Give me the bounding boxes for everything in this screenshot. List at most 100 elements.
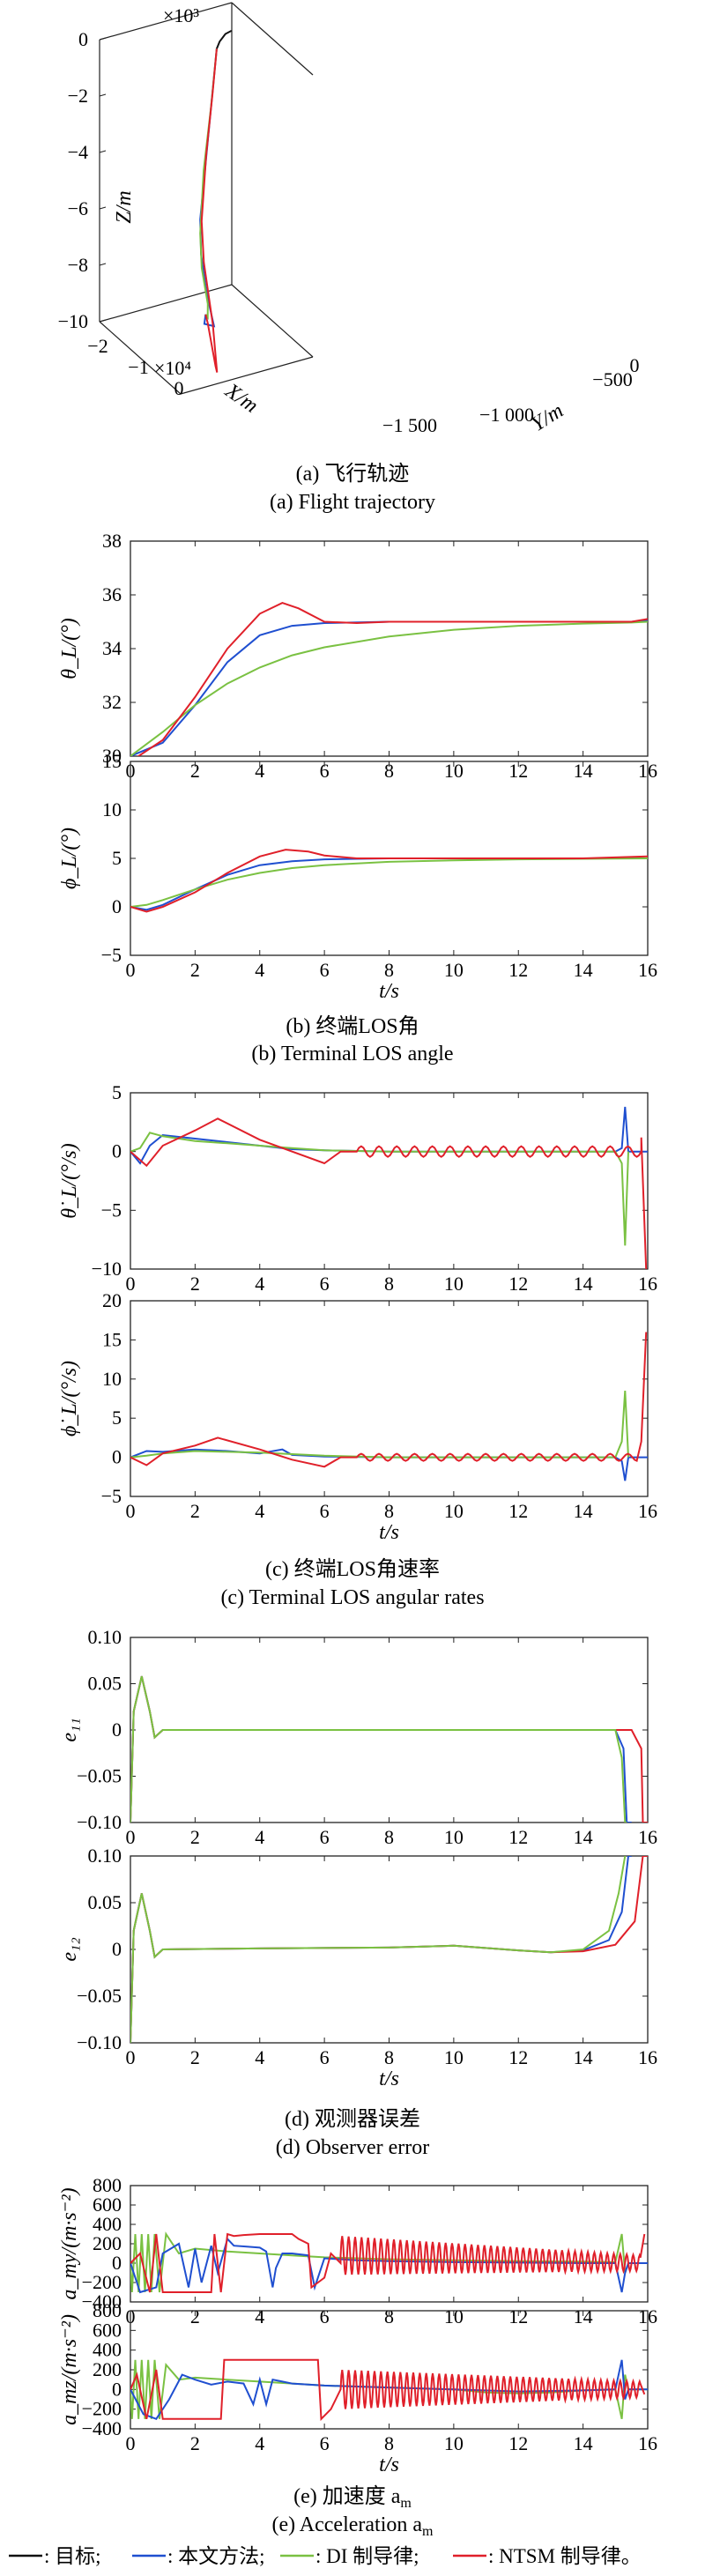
x-tick-label: 4 [255, 2432, 264, 2454]
x-tick-label: 16 [638, 1500, 657, 1522]
x-tick-label: 2 [190, 760, 200, 782]
x-tick-label: 12 [508, 1826, 528, 1848]
y-tick-label: 5 [112, 1081, 122, 1103]
x-tick-label: 8 [384, 2046, 394, 2068]
x-axis-label: t/s [379, 1521, 399, 1544]
y-tick-label: 15 [102, 750, 122, 772]
legend-di-label: : DI 制导律; [315, 2545, 419, 2567]
x-tick-label: 4 [255, 1826, 264, 1848]
a_my-di-line [130, 2231, 648, 2293]
x-tick-label: 8 [384, 2305, 394, 2327]
z-tick-labels: 0 −2 −4 −6 −8 −10 [58, 28, 88, 332]
box-edge [231, 2, 314, 76]
x-tick-label: 8 [384, 1273, 394, 1295]
caption-d-en: (d) Observer error [276, 2136, 430, 2159]
phi_L_dot-di-line [130, 1391, 629, 1459]
y-tick-label: 10 [102, 798, 122, 820]
trajectory-target-line [215, 30, 233, 49]
series-group [130, 1856, 648, 2043]
theta_L-ntsm-line [137, 602, 648, 756]
theta_L-proposed-line [130, 620, 648, 756]
e11-proposed-line [130, 1675, 632, 1823]
x-tick-label: 6 [320, 2046, 330, 2068]
y-tick-label: 0 [112, 895, 122, 917]
y-tick-label: 5 [112, 847, 122, 869]
y-tick-label: 0 [112, 2252, 122, 2274]
y-tick-label: 600 [93, 2319, 122, 2341]
x-tick-label: 0 [126, 1500, 136, 1522]
y-tick-label: −0.05 [77, 1765, 122, 1787]
x-tick-label: 14 [574, 1826, 593, 1848]
e11-ntsm-line [130, 1675, 648, 1823]
x-tick-label: 10 [444, 760, 464, 782]
y-axis-label: a_mz/(m·s⁻²) [58, 2314, 81, 2425]
z-tick-mark [99, 150, 107, 153]
z-tick-mark [99, 37, 107, 41]
series-group [130, 602, 648, 756]
x-tick-labels: −2 −1 0 [87, 335, 183, 399]
x-tick-label: 12 [508, 1273, 528, 1295]
x-tick-label: 4 [255, 2046, 264, 2068]
phi_L_dot-proposed-line [130, 1448, 648, 1481]
z-tick-label: −2 [68, 85, 88, 107]
x-tick-label: 16 [638, 2046, 657, 2068]
x-axis-label: X/m [220, 379, 262, 418]
x-tick-label: 6 [320, 760, 330, 782]
trajectory-panel: ×10³ ×10⁴ 0−2−4−6−8−10 −2−10 0−500−1 000… [58, 2, 640, 514]
x-tick-label: 6 [320, 1826, 330, 1848]
box-edge [231, 284, 314, 358]
x-tick-label: 6 [320, 1273, 330, 1295]
y-tick-label: −10 [92, 1258, 122, 1280]
x-tick-label: 2 [190, 1273, 200, 1295]
series-group [130, 849, 648, 913]
y-axis-label: θ̇_L/(°/s) [58, 1143, 81, 1218]
x-axis-label: t/s [379, 2067, 399, 2090]
y-tick-label: −5 [101, 944, 122, 966]
z-tick-label: −6 [68, 197, 88, 219]
y-axis-label: θ_L/(°) [58, 618, 81, 679]
y-tick-label: 34 [102, 637, 122, 659]
x-tick-label: 10 [444, 959, 464, 981]
y-tick-label: 0 [112, 1719, 122, 1741]
theta_L_dot-ntsm-line [130, 1117, 648, 1269]
caption-a-cn: (a) 飞行轨迹 [296, 462, 410, 486]
x-tick-label: 4 [255, 1500, 264, 1522]
x-tick-label: 16 [638, 959, 657, 981]
x-tick-label: −2 [87, 335, 108, 357]
x-tick-label: 6 [320, 1500, 330, 1522]
x-tick-label: 0 [126, 2046, 136, 2068]
x-tick-label: 0 [126, 1826, 136, 1848]
caption-b-cn: (b) 终端LOS角 [286, 1014, 419, 1038]
z-axis-label: Z/m [113, 190, 136, 223]
y-tick-label: −1 000 [479, 404, 534, 426]
y-tick-label: 0.10 [88, 1845, 122, 1867]
caption-d-cn: (d) 观测器误差 [285, 2107, 420, 2131]
series-group [130, 1675, 648, 1823]
x-tick-label: 0 [126, 959, 136, 981]
caption-c-cn: (c) 终端LOS角速率 [265, 1557, 440, 1581]
x-tick-label: 10 [444, 1273, 464, 1295]
x-tick-label: 2 [190, 2432, 200, 2454]
y-tick-label: 0 [630, 354, 640, 376]
y-tick-label: −400 [82, 2290, 122, 2312]
z-scale-label: ×10³ [163, 4, 199, 26]
y-tick-label: −200 [82, 2398, 122, 2420]
y-tick-label: 38 [102, 530, 122, 552]
x-tick-label: 2 [190, 2305, 200, 2327]
y-tick-label: 32 [102, 691, 122, 713]
box-edge [99, 2, 233, 41]
x-tick-label: 16 [638, 1826, 657, 1848]
box-edge [99, 284, 233, 323]
x-tick-label: 14 [574, 760, 593, 782]
legend: : 目标;: 本文方法;: DI 制导律;: NTSM 制导律。 [9, 2545, 642, 2567]
x-tick-label: 16 [638, 1273, 657, 1295]
y-tick-label: −400 [82, 2417, 122, 2439]
x-tick-label: 0 [126, 1273, 136, 1295]
a_mz-ntsm-line [130, 2358, 646, 2422]
x-tick-label: 2 [190, 1826, 200, 1848]
y-tick-label: 0 [112, 2378, 122, 2400]
x-tick-label: −1 [128, 356, 148, 378]
z-tick-mark [99, 263, 107, 266]
